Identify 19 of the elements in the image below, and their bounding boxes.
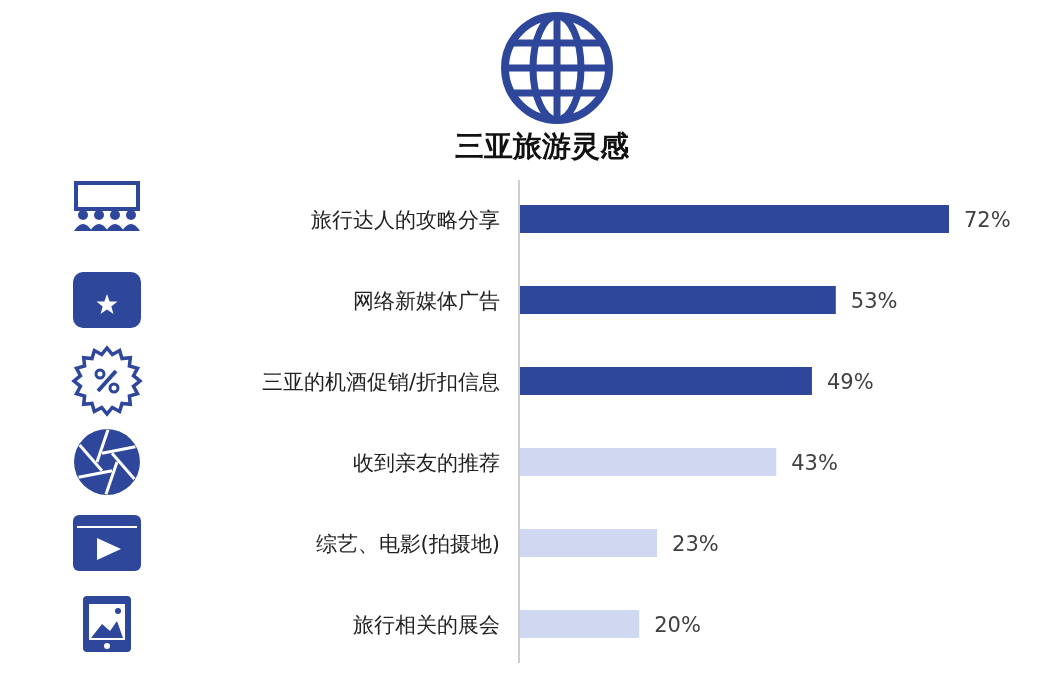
y-tick-label: 收到亲友的推荐 [353,451,500,475]
bar [520,367,812,395]
y-tick-label: 旅行相关的展会 [353,613,500,637]
y-tick-label: 网络新媒体广告 [353,289,500,313]
data-label: 43% [791,451,838,475]
bar [520,610,640,638]
y-tick-label: 旅行达人的攻略分享 [311,208,500,232]
bar [520,529,658,557]
bar [520,286,836,314]
bar [520,205,949,233]
y-tick-label: 三亚的机酒促销/折扣信息 [261,370,500,394]
y-tick-label: 综艺、电影(拍摄地) [315,532,500,556]
chart-title: 三亚旅游灵感 [455,129,630,163]
data-label: 72% [964,208,1011,232]
data-label: 49% [826,370,874,394]
data-label: 53% [850,289,898,313]
data-label: 20% [654,613,701,637]
bar [520,448,777,476]
data-label: 23% [672,532,719,556]
